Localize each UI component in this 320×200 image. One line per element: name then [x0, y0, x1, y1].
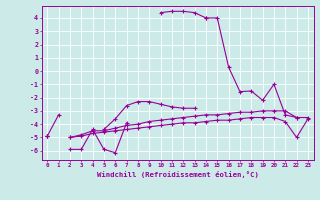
X-axis label: Windchill (Refroidissement éolien,°C): Windchill (Refroidissement éolien,°C) [97, 171, 259, 178]
